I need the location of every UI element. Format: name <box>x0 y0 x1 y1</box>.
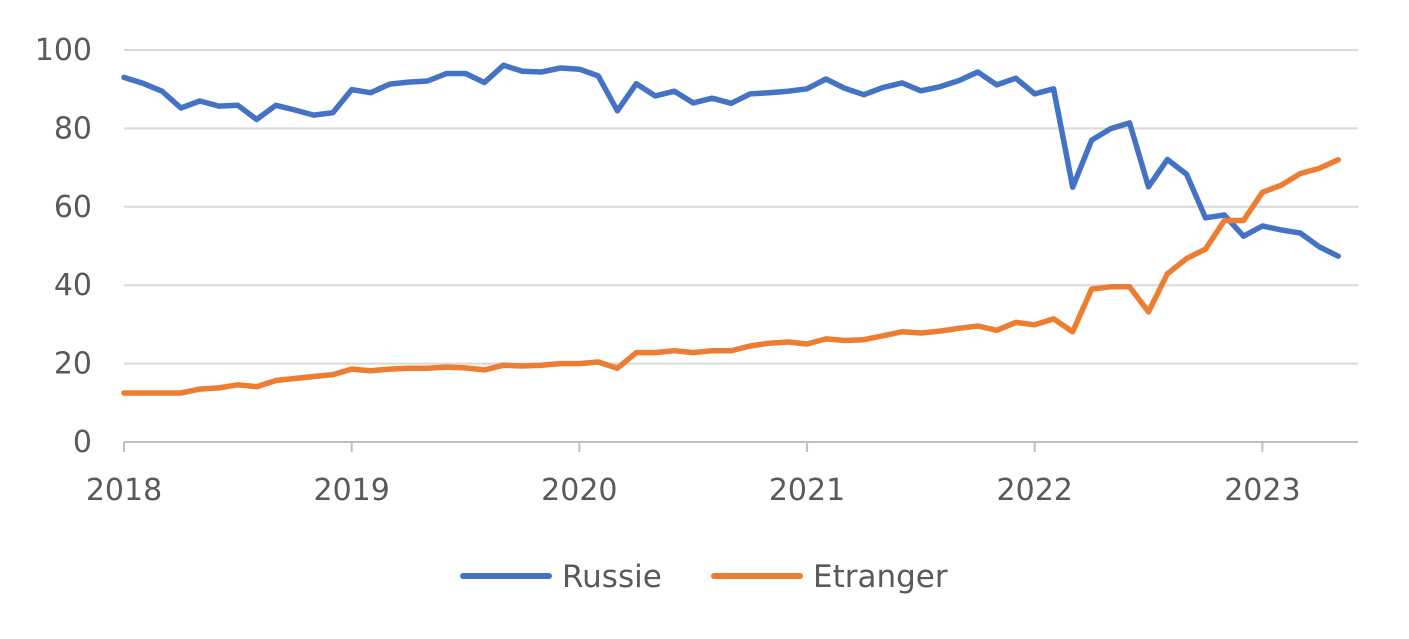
y-tick-label-60: 60 <box>54 190 92 225</box>
x-tick-label-2023: 2023 <box>1224 473 1300 508</box>
x-axis: 2018 2019 2020 2021 2022 2023 <box>86 441 1358 508</box>
x-tick-label-2022: 2022 <box>997 473 1073 508</box>
legend-label-russie: Russie <box>562 559 662 595</box>
y-tick-label-80: 80 <box>54 111 92 146</box>
legend-label-etranger: Etranger <box>813 559 948 595</box>
series-lines <box>121 62 1341 396</box>
series-line-etranger <box>121 157 1341 396</box>
y-tick-label-40: 40 <box>54 268 92 303</box>
series-line-russie <box>121 62 1341 259</box>
x-tick-label-2019: 2019 <box>313 473 389 508</box>
y-tick-label-20: 20 <box>54 347 92 382</box>
y-axis-tick-labels: 0 20 40 60 80 100 <box>35 33 92 460</box>
x-tick-label-2021: 2021 <box>769 473 845 508</box>
x-tick-label-2018: 2018 <box>86 473 162 508</box>
y-tick-label-0: 0 <box>73 425 92 460</box>
x-tick-label-2020: 2020 <box>541 473 617 508</box>
gridlines <box>124 49 1358 365</box>
legend: Russie Etranger <box>460 559 948 595</box>
y-tick-label-100: 100 <box>35 33 92 68</box>
